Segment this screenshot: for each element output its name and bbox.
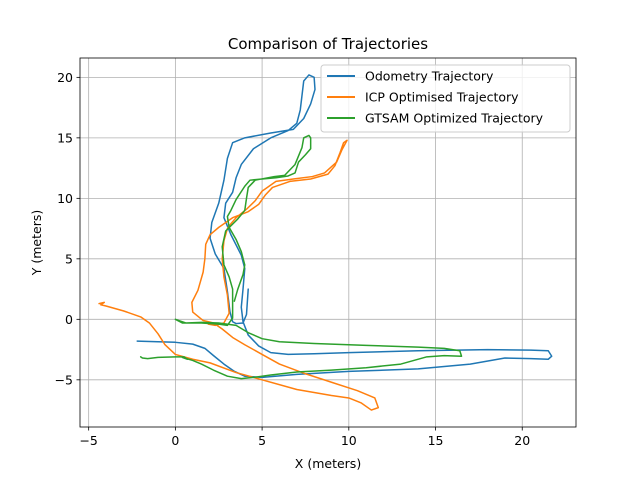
y-tick-label: −5 bbox=[55, 372, 73, 387]
series-line-icp bbox=[98, 139, 380, 411]
x-tick-label: 0 bbox=[171, 433, 179, 448]
y-axis-label: Y (meters) bbox=[29, 210, 44, 276]
x-tick-label: −5 bbox=[79, 433, 97, 448]
plot-frame bbox=[79, 57, 577, 428]
x-tick-label: 15 bbox=[428, 433, 444, 448]
x-tick-label: 10 bbox=[341, 433, 357, 448]
series-line-odometry bbox=[136, 74, 553, 379]
x-tick-label: 20 bbox=[514, 433, 530, 448]
legend-label-icp: ICP Optimised Trajectory bbox=[365, 90, 519, 105]
x-axis-label: X (meters) bbox=[295, 456, 361, 471]
legend-box bbox=[320, 64, 571, 133]
chart-title: Comparison of Trajectories bbox=[228, 35, 428, 53]
series-line-gtsam bbox=[139, 134, 463, 380]
legend: Odometry Trajectory ICP Optimised Trajec… bbox=[320, 64, 571, 133]
y-tick-label: 5 bbox=[65, 251, 73, 266]
legend-label-gtsam: GTSAM Optimized Trajectory bbox=[365, 111, 544, 126]
x-tick-label: 5 bbox=[258, 433, 266, 448]
y-tick-label: 15 bbox=[57, 130, 73, 145]
series-group bbox=[98, 74, 553, 411]
y-tick-label: 0 bbox=[65, 312, 73, 327]
axis-ticks: −5 0 5 10 15 20 −5 0 5 10 15 20 bbox=[55, 70, 531, 448]
y-tick-label: 10 bbox=[57, 191, 73, 206]
legend-label-odometry: Odometry Trajectory bbox=[365, 69, 494, 84]
y-tick-label: 20 bbox=[57, 70, 73, 85]
